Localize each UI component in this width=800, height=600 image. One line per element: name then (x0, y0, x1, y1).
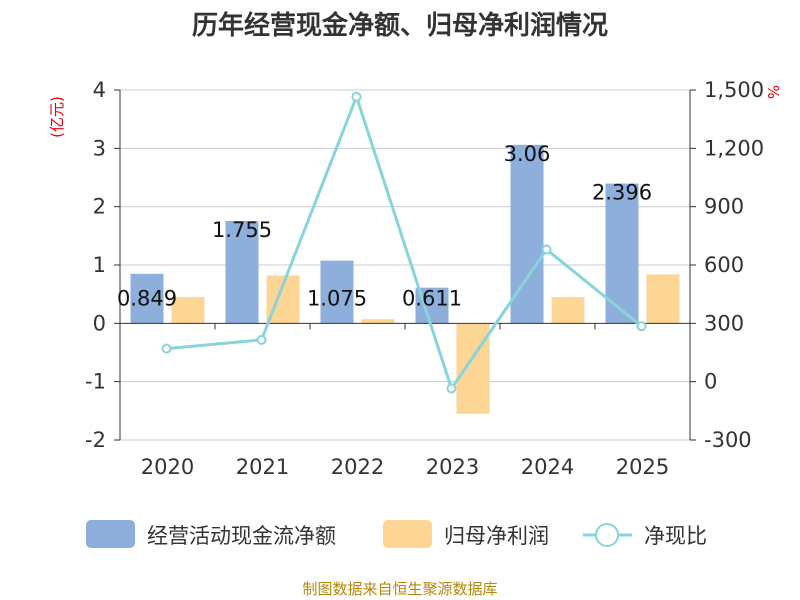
legend-item[interactable]: 经营活动现金流净额 (86, 520, 336, 548)
net-profit-bar (456, 323, 490, 414)
chart-title: 历年经营现金净额、归母净利润情况 (192, 10, 608, 41)
left-tick-label: -2 (85, 428, 106, 452)
legend-item[interactable]: 归母净利润 (383, 520, 549, 548)
left-axis-unit: (亿元) (48, 96, 66, 138)
x-tick-label: 2020 (141, 455, 194, 479)
source-note: 制图数据来自恒生聚源数据库 (302, 580, 497, 598)
ratio-point (351, 91, 362, 102)
legend[interactable]: 经营活动现金流净额 归母净利润 净现比 (86, 520, 707, 548)
legend-item[interactable]: 净现比 (583, 523, 707, 548)
net-profit-bar (551, 297, 585, 324)
left-tick-label: 1 (93, 253, 106, 277)
right-axis-unit: % (764, 85, 782, 99)
x-tick-label: 2025 (616, 455, 669, 479)
legend-label: 净现比 (644, 524, 707, 548)
net-profit-bar (646, 274, 680, 324)
cash-flow-data-label: 0.849 (117, 286, 177, 310)
legend-label: 归母净利润 (444, 524, 549, 548)
ratio-point (541, 244, 552, 255)
cash-flow-data-label: 1.075 (307, 286, 367, 310)
cash-flow-data-label: 1.755 (212, 218, 272, 242)
data-labels: 0.849 1.755 1.075 0.611 3.06 2.396 (117, 142, 652, 311)
cash-flow-bar (130, 273, 164, 324)
legend-swatch (383, 520, 432, 548)
cash-flow-data-label: 2.396 (592, 181, 652, 205)
x-tick-label: 2024 (521, 455, 574, 479)
right-tick-label: 600 (704, 253, 744, 277)
cash-flow-bar (225, 220, 259, 324)
right-tick-label: 300 (704, 311, 744, 335)
left-tick-label: -1 (85, 370, 106, 394)
left-tick-label: 4 (93, 78, 106, 102)
ratio-line (161, 91, 647, 394)
x-tick-label: 2022 (331, 455, 384, 479)
legend-swatch (86, 520, 135, 548)
left-tick-label: 2 (93, 195, 106, 219)
x-tick-label: 2021 (236, 455, 289, 479)
x-tick-label: 2023 (426, 455, 479, 479)
legend-swatch-marker (595, 523, 619, 547)
ratio-line-path (166, 92, 643, 392)
net-profit-bar (171, 297, 205, 324)
right-tick-label: -300 (704, 428, 752, 452)
cash-flow-data-label: 3.06 (504, 142, 551, 166)
cash-flow-data-label: 0.611 (402, 286, 462, 310)
legend-label: 经营活动现金流净额 (147, 524, 336, 548)
axes: -2 -1 0 1 2 3 4 -300 0 300 600 900 1,200 1,500 2020 202… (85, 78, 764, 479)
ratio-point (256, 334, 267, 345)
ratio-point (161, 343, 172, 354)
net-profit-bar (361, 319, 395, 324)
ratio-point (446, 383, 457, 394)
right-tick-label: 900 (704, 195, 744, 219)
cash-flow-bar (320, 260, 354, 324)
right-tick-label: 1,200 (704, 136, 764, 160)
left-tick-label: 3 (93, 136, 106, 160)
left-tick-label: 0 (93, 311, 106, 335)
right-tick-label: 0 (704, 370, 717, 394)
right-tick-label: 1,500 (704, 78, 764, 102)
ratio-point (636, 321, 647, 332)
gridlines (120, 89, 690, 441)
